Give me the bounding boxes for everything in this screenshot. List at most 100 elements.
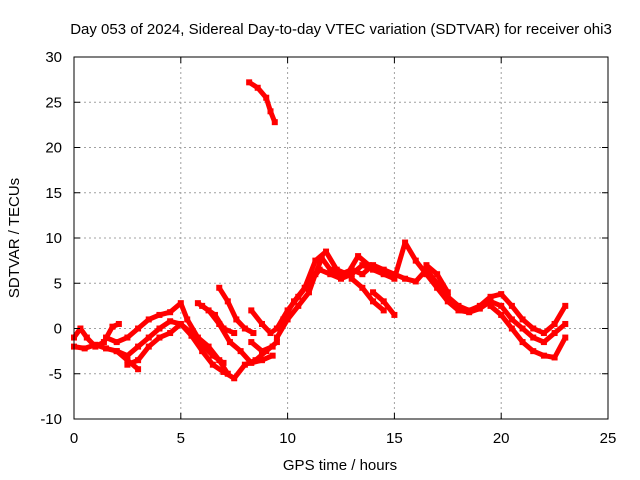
data-point xyxy=(551,354,558,361)
data-point xyxy=(391,275,398,282)
data-point xyxy=(241,361,248,368)
x-tick-label: 0 xyxy=(70,430,78,447)
data-point xyxy=(412,278,419,285)
data-point xyxy=(135,357,142,364)
data-point xyxy=(312,257,319,264)
data-point xyxy=(305,289,312,296)
grid-lines xyxy=(74,57,608,419)
data-point xyxy=(412,257,419,264)
data-point xyxy=(273,325,280,332)
y-tick-label: 20 xyxy=(45,140,62,157)
data-point xyxy=(199,341,206,348)
data-point xyxy=(380,298,387,305)
data-point xyxy=(359,284,366,291)
data-point xyxy=(540,352,547,359)
series-track-13 xyxy=(274,240,568,345)
data-point xyxy=(540,330,547,337)
data-point xyxy=(216,284,223,291)
data-point xyxy=(145,343,152,350)
x-tick-label: 5 xyxy=(177,430,185,447)
data-point xyxy=(370,298,377,305)
data-point xyxy=(280,316,287,323)
data-point xyxy=(269,352,276,359)
x-tick-label: 20 xyxy=(493,430,510,447)
data-point xyxy=(103,345,110,352)
data-point xyxy=(246,79,253,86)
data-point xyxy=(226,339,233,346)
data-point xyxy=(205,343,212,350)
data-point xyxy=(113,339,120,346)
data-point xyxy=(508,316,515,323)
data-point xyxy=(455,302,462,309)
data-point xyxy=(115,320,122,327)
data-point xyxy=(209,352,216,359)
data-point xyxy=(423,262,430,269)
data-point xyxy=(177,300,184,307)
data-point xyxy=(156,334,163,341)
y-tick-label: -5 xyxy=(49,366,62,383)
data-point xyxy=(81,345,88,352)
data-point xyxy=(562,320,569,327)
data-point xyxy=(184,316,191,323)
data-point xyxy=(188,332,195,339)
data-point xyxy=(135,366,142,373)
data-point xyxy=(476,305,483,312)
data-point xyxy=(327,271,334,278)
data-point xyxy=(444,293,451,300)
data-point xyxy=(220,359,227,366)
data-point xyxy=(254,84,261,91)
data-point xyxy=(434,284,441,291)
data-point xyxy=(402,239,409,246)
data-point xyxy=(562,334,569,341)
data-point xyxy=(540,339,547,346)
data-point xyxy=(551,330,558,337)
x-axis-label: GPS time / hours xyxy=(283,457,397,474)
data-point xyxy=(273,334,280,341)
data-point xyxy=(258,357,265,364)
data-point xyxy=(167,318,174,325)
data-point xyxy=(370,289,377,296)
data-point xyxy=(423,271,430,278)
data-point xyxy=(145,316,152,323)
data-point xyxy=(365,262,372,269)
data-point xyxy=(209,361,216,368)
data-point xyxy=(387,271,394,278)
data-point xyxy=(284,316,291,323)
axis-ticks: 0 5 10 15 20 25 -10 -5 0 5 10 15 20 25 30 xyxy=(40,49,616,447)
data-point xyxy=(466,309,473,316)
data-point xyxy=(92,341,99,348)
y-tick-label: -10 xyxy=(40,411,62,428)
data-point xyxy=(124,361,131,368)
data-point xyxy=(77,325,84,332)
data-point xyxy=(211,311,218,318)
series-track-9 xyxy=(199,303,237,336)
data-point xyxy=(562,302,569,309)
data-point xyxy=(269,343,276,350)
data-point xyxy=(113,348,120,355)
data-point xyxy=(135,343,142,350)
data-point xyxy=(455,307,462,314)
data-point xyxy=(271,119,278,126)
data-point xyxy=(380,307,387,314)
series-track-15 xyxy=(349,276,387,313)
data-point xyxy=(333,266,340,273)
data-point xyxy=(83,334,90,341)
data-point xyxy=(344,271,351,278)
data-point xyxy=(124,352,131,359)
data-point xyxy=(423,266,430,273)
y-tick-label: 0 xyxy=(54,321,62,338)
data-point xyxy=(199,348,206,355)
x-tick-label: 15 xyxy=(386,430,403,447)
data-point xyxy=(444,298,451,305)
data-point xyxy=(295,302,302,309)
series-track-10 xyxy=(248,307,280,336)
data-point xyxy=(156,311,163,318)
data-point xyxy=(231,330,238,337)
data-point xyxy=(103,334,110,341)
data-point xyxy=(551,320,558,327)
data-point xyxy=(301,284,308,291)
data-point xyxy=(519,325,526,332)
data-point xyxy=(530,348,537,355)
data-point xyxy=(487,302,494,309)
